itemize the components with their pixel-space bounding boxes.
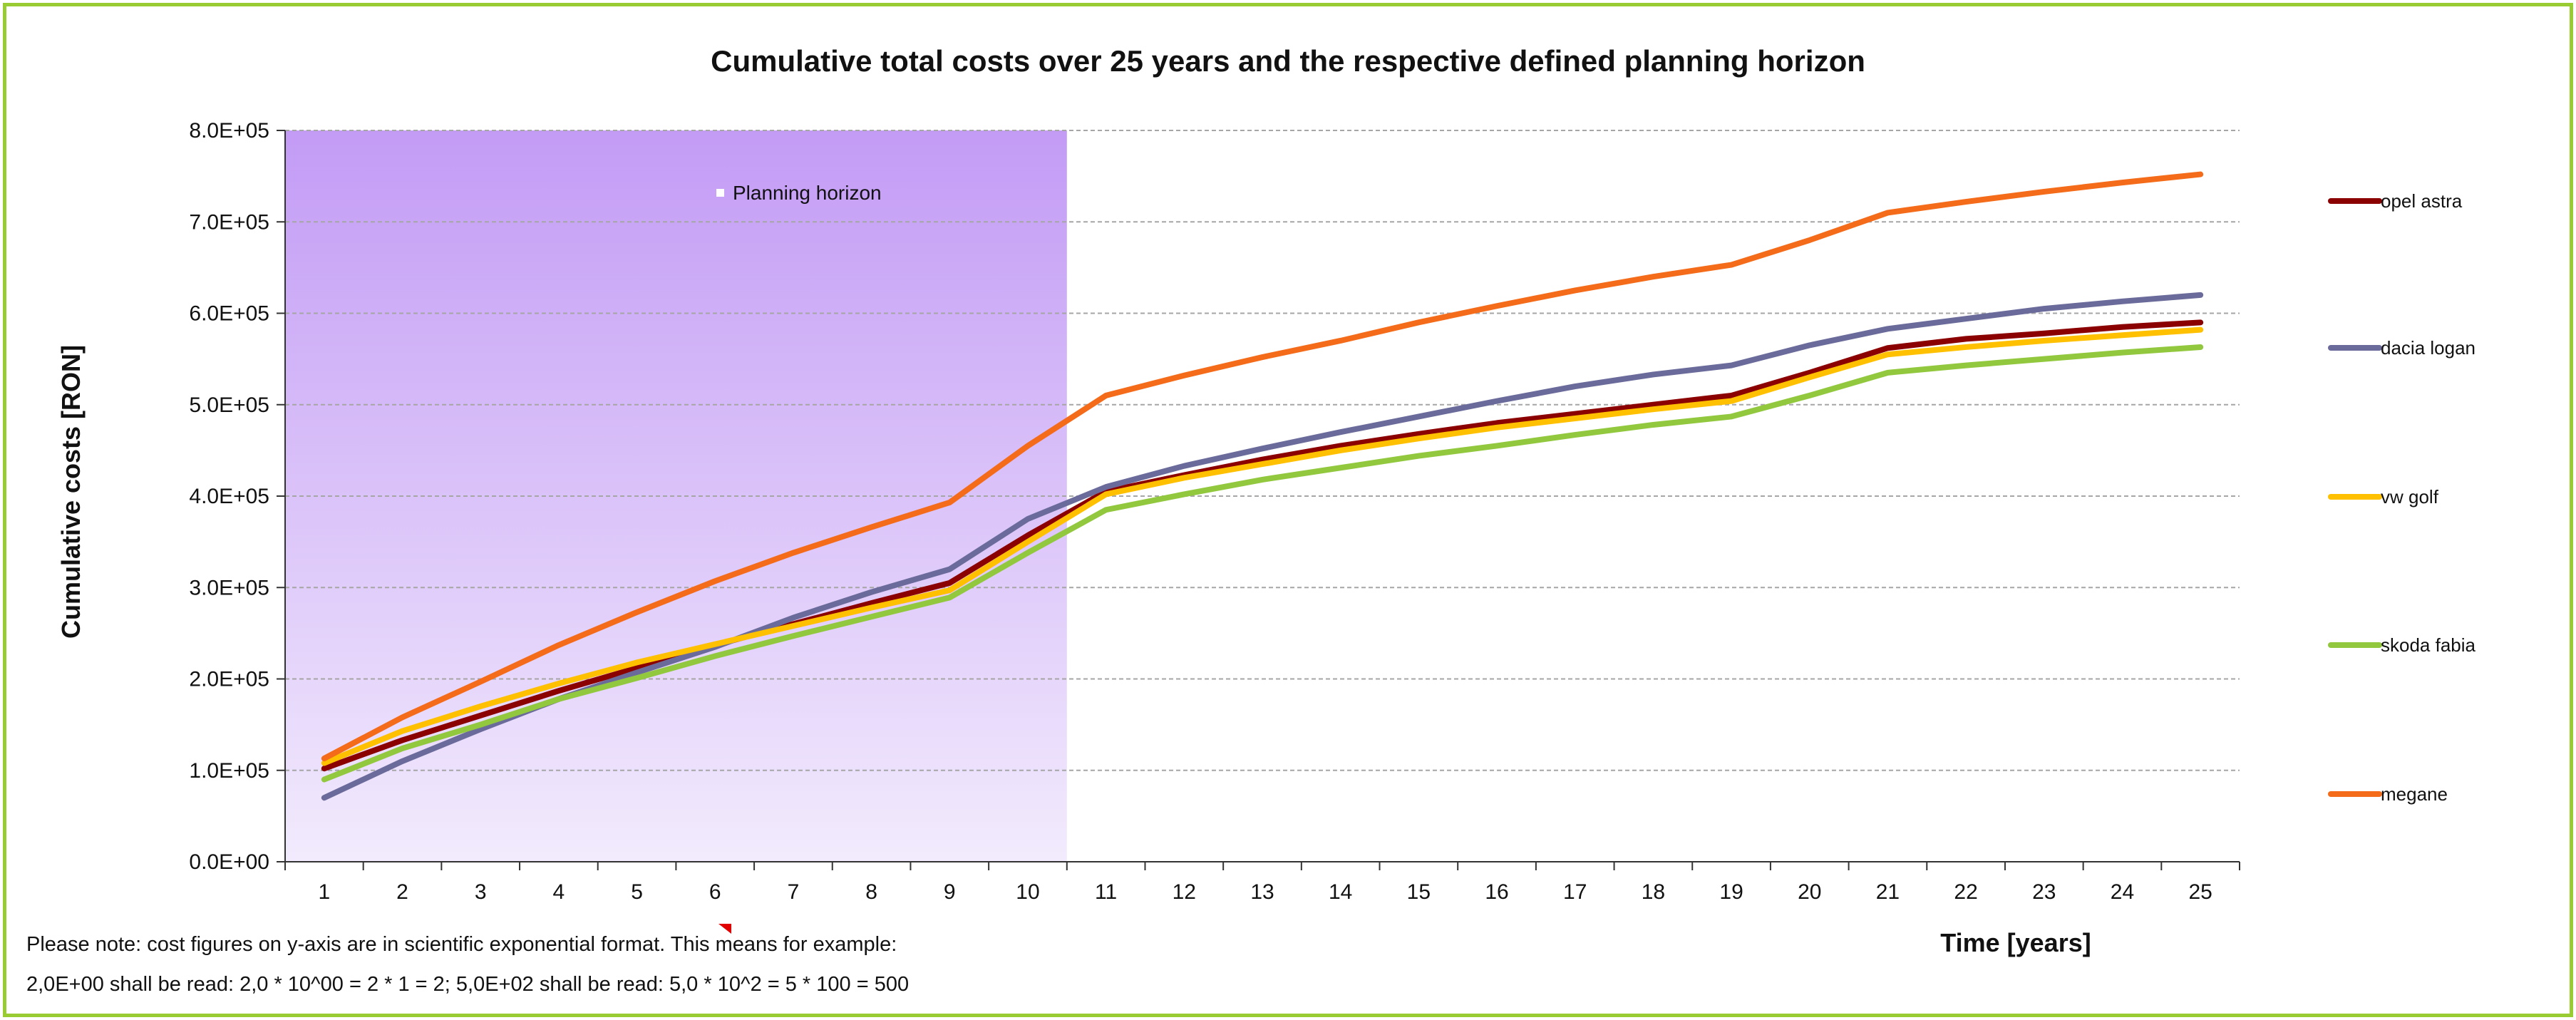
y-tick-label: 0.0E+00 bbox=[189, 850, 269, 874]
gridlines bbox=[285, 130, 2240, 771]
x-tick-label: 24 bbox=[2111, 880, 2134, 904]
series-line-dacia-logan bbox=[321, 292, 2204, 801]
x-tick-label: 22 bbox=[1954, 880, 1977, 904]
legend-label: skoda fabia bbox=[2381, 634, 2476, 656]
x-tick-label: 17 bbox=[1563, 880, 1587, 904]
legend-label: megane bbox=[2381, 783, 2448, 805]
x-tick-label: 25 bbox=[2188, 880, 2212, 904]
y-tick-label: 6.0E+05 bbox=[189, 302, 269, 326]
note-line-2: 2,0E+00 shall be read: 2,0 * 10^00 = 2 *… bbox=[26, 973, 909, 996]
x-tick-label: 14 bbox=[1329, 880, 1352, 904]
comment-marker-icon bbox=[718, 924, 731, 934]
legend-label: opel astra bbox=[2381, 190, 2463, 212]
planning-horizon-label: Planning horizon bbox=[733, 182, 882, 204]
axes: 0.0E+00 1.0E+05 2.0E+05 3.0E+05 4.0E+05 5.0E+… bbox=[189, 119, 2240, 904]
y-tick-label: 5.0E+05 bbox=[189, 393, 269, 417]
x-tick-label: 2 bbox=[396, 880, 408, 904]
chart-title: Cumulative total costs over 25 years and… bbox=[711, 44, 1865, 78]
x-tick-label: 7 bbox=[788, 880, 800, 904]
x-tick-label: 18 bbox=[1642, 880, 1665, 904]
y-tick-label: 7.0E+05 bbox=[189, 210, 269, 234]
legend: opel astra dacia logan vw golf skoda fabia m… bbox=[2328, 190, 2476, 805]
x-axis-label: Time [years] bbox=[1940, 928, 2091, 957]
x-tick-label: 15 bbox=[1407, 880, 1431, 904]
legend-label: dacia logan bbox=[2381, 337, 2475, 359]
planning-horizon-marker-icon bbox=[716, 189, 724, 197]
legend-label: vw golf bbox=[2381, 486, 2439, 508]
series-lines bbox=[321, 171, 2204, 801]
x-tick-label: 9 bbox=[944, 880, 956, 904]
x-tick-label: 11 bbox=[1095, 880, 1117, 904]
y-tick-label: 1.0E+05 bbox=[189, 759, 269, 783]
note-line-1: Please note: cost figures on y-axis are … bbox=[26, 933, 897, 956]
x-tick-label: 10 bbox=[1016, 880, 1039, 904]
x-tick-label: 20 bbox=[1798, 880, 1821, 904]
x-tick-label: 5 bbox=[631, 880, 643, 904]
series-line-megane bbox=[321, 171, 2204, 762]
x-tick-label: 1 bbox=[318, 880, 330, 904]
x-tick-label: 3 bbox=[475, 880, 487, 904]
y-axis-label: Cumulative costs [RON] bbox=[56, 345, 86, 639]
y-tick-label: 8.0E+05 bbox=[189, 119, 269, 143]
y-tick-label: 4.0E+05 bbox=[189, 485, 269, 508]
x-tick-label: 12 bbox=[1173, 880, 1196, 904]
x-tick-label: 23 bbox=[2032, 880, 2056, 904]
x-tick-label: 13 bbox=[1250, 880, 1274, 904]
x-tick-label: 16 bbox=[1485, 880, 1508, 904]
series-line-opel-astra bbox=[321, 319, 2204, 772]
y-tick-label: 3.0E+05 bbox=[189, 576, 269, 599]
y-tick-label: 2.0E+05 bbox=[189, 668, 269, 691]
x-tick-label: 21 bbox=[1876, 880, 1900, 904]
series-line-skoda-fabia bbox=[321, 344, 2204, 783]
x-tick-label: 4 bbox=[553, 880, 565, 904]
x-tick-label: 19 bbox=[1719, 880, 1743, 904]
x-tick-label: 8 bbox=[865, 880, 877, 904]
x-tick-label: 6 bbox=[709, 880, 721, 904]
series-line-vw-golf bbox=[321, 326, 2204, 766]
